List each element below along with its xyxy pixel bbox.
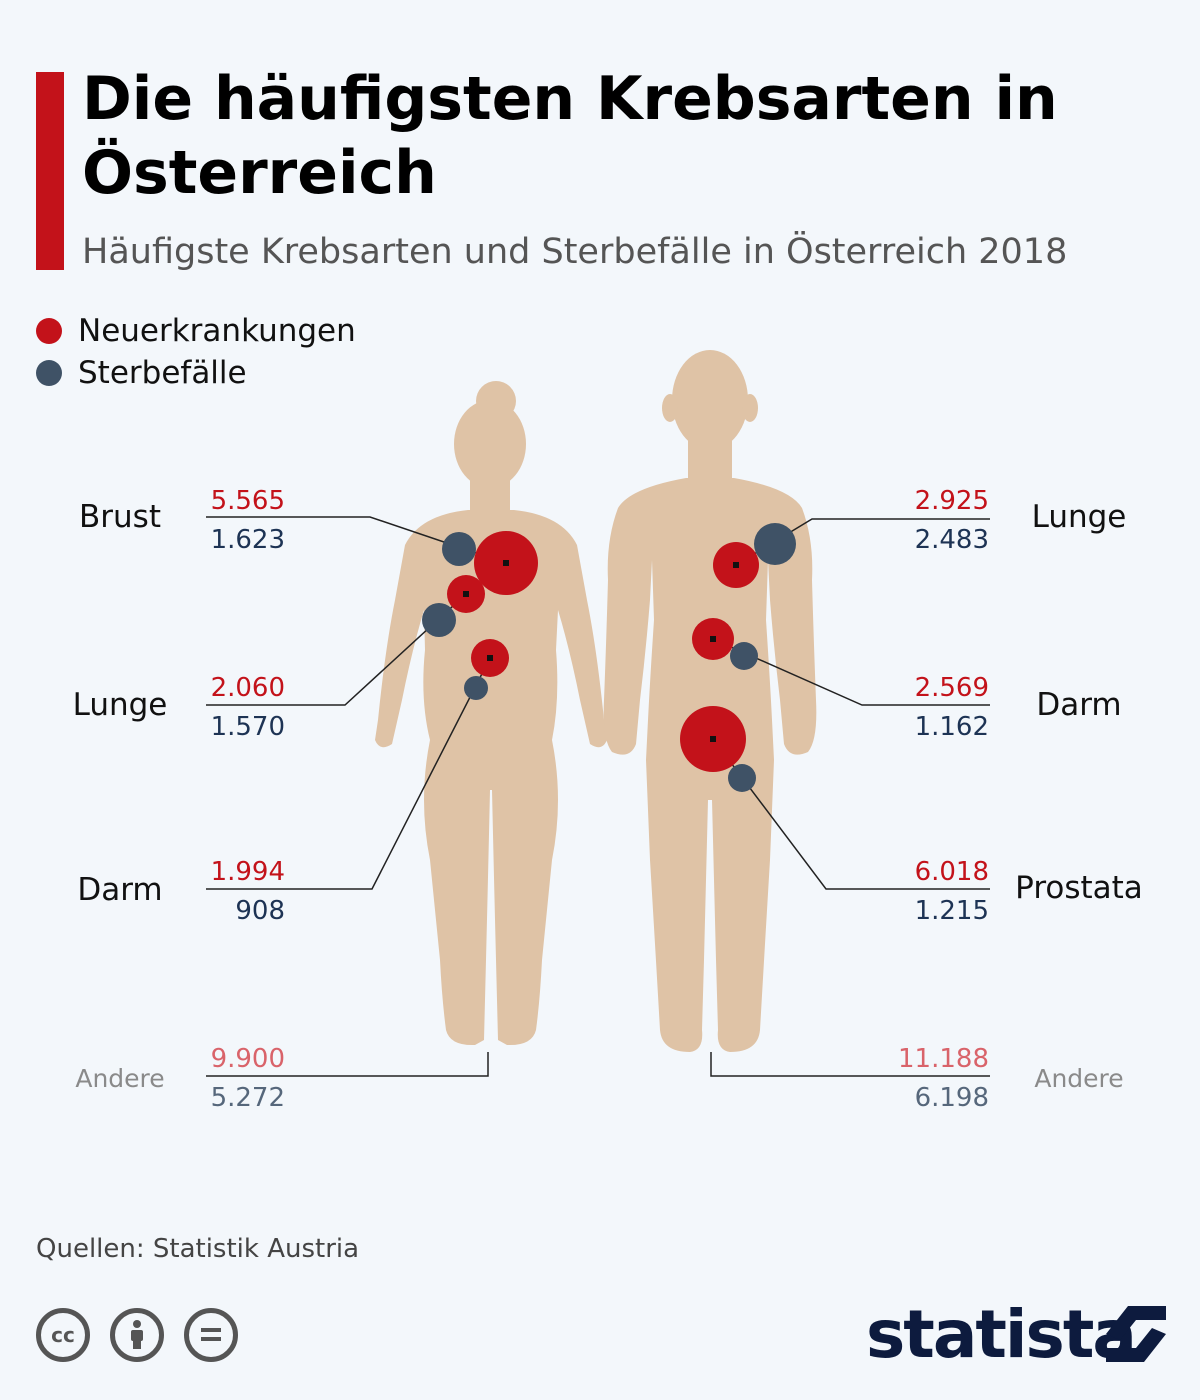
connector-lunge-female	[206, 593, 467, 706]
male-silhouette	[603, 350, 817, 1052]
equals-glyph	[201, 1328, 221, 1341]
statista-logo[interactable]: statista	[866, 1296, 1137, 1373]
other-label: Andere	[75, 1064, 164, 1093]
legend-dot-new-cases	[36, 318, 62, 344]
female-labels: Brust 5.565 1.623 Lunge 2.060 1.570 Darm…	[73, 486, 285, 1113]
value-new-cases: 1.994	[211, 857, 285, 887]
center-markers	[463, 560, 739, 742]
value-new-cases-other: 9.900	[211, 1044, 285, 1074]
statista-logo-icon	[1106, 1306, 1166, 1362]
value-deaths-other: 5.272	[211, 1083, 285, 1113]
legend-item-deaths: Sterbefälle	[36, 352, 356, 394]
bubble-deaths-lunge-male	[754, 523, 796, 565]
value-deaths: 2.483	[915, 525, 989, 555]
bubbles	[422, 523, 796, 792]
legend-item-new-cases: Neuerkrankungen	[36, 310, 356, 352]
value-deaths: 1.215	[915, 896, 989, 926]
bubble-deaths-darm-female	[464, 676, 488, 700]
value-deaths-other: 6.198	[915, 1083, 989, 1113]
organ-label: Lunge	[1032, 499, 1127, 535]
cc-icon[interactable]: cc	[36, 1308, 90, 1362]
value-new-cases-other: 11.188	[898, 1044, 989, 1074]
connector-darm-female	[206, 657, 491, 890]
connector-other-male	[710, 1052, 990, 1077]
connector-lines	[206, 516, 990, 1077]
value-new-cases: 2.060	[211, 673, 285, 703]
organ-label: Brust	[79, 499, 161, 535]
legend-dot-deaths	[36, 360, 62, 386]
value-deaths: 908	[235, 896, 285, 926]
source-note: Quellen: Statistik Austria	[36, 1234, 360, 1264]
bubble-deaths-brust	[442, 532, 476, 566]
value-new-cases: 5.565	[211, 486, 285, 516]
legend: Neuerkrankungen Sterbefälle	[36, 310, 356, 394]
no-derivatives-icon[interactable]	[184, 1308, 238, 1362]
organ-label: Lunge	[73, 687, 168, 723]
bubble-deaths-darm-male	[730, 642, 758, 670]
organ-label: Prostata	[1015, 870, 1143, 906]
connector-prostata	[712, 738, 990, 890]
value-new-cases: 2.925	[915, 486, 989, 516]
page-title: Die häufigsten Krebsarten in Österreich	[82, 64, 1058, 208]
female-silhouette	[375, 381, 607, 1046]
organ-label: Darm	[77, 872, 162, 908]
connector-darm-male	[712, 638, 990, 706]
legend-label-deaths: Sterbefälle	[78, 355, 247, 391]
bubble-deaths-lunge-female	[422, 603, 456, 637]
value-deaths: 1.162	[915, 712, 989, 742]
male-labels: Lunge 2.925 2.483 Darm 2.569 1.162 Prost…	[898, 486, 1143, 1113]
attribution-icon[interactable]	[110, 1308, 164, 1362]
value-deaths: 1.623	[211, 525, 285, 555]
title-accent-bar	[36, 72, 64, 270]
value-new-cases: 6.018	[915, 857, 989, 887]
page-subtitle: Häufigste Krebsarten und Sterbefälle in …	[82, 232, 1068, 272]
connector-other-female	[206, 1052, 489, 1077]
value-deaths: 1.570	[211, 712, 285, 742]
bubble-deaths-prostata	[728, 764, 756, 792]
person-glyph	[131, 1320, 143, 1349]
other-label: Andere	[1034, 1064, 1123, 1093]
value-new-cases: 2.569	[915, 673, 989, 703]
organ-label: Darm	[1036, 687, 1121, 723]
legend-label-new-cases: Neuerkrankungen	[78, 313, 356, 349]
